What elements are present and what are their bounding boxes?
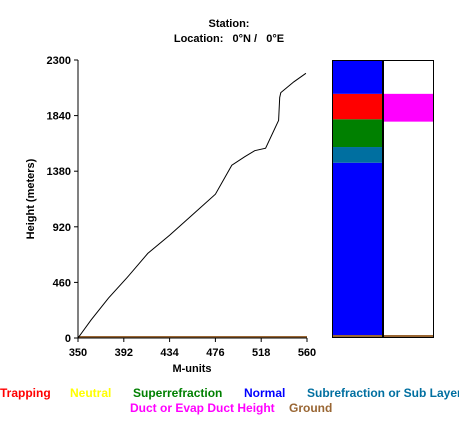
x-tick-label: 350 <box>69 347 87 359</box>
axes <box>77 60 307 339</box>
x-tick-label: 560 <box>298 347 316 359</box>
legend: Trapping Neutral Superrefraction Normal Subr… <box>0 386 459 415</box>
legend-item: Subrefraction or Sub Layer <box>307 386 459 400</box>
bar-segment-normal <box>332 60 383 94</box>
y-axis-title: Height (meters) <box>25 158 37 239</box>
y-tick-label: 920 <box>53 222 71 234</box>
legend-item: Neutral <box>70 386 111 400</box>
y-tick-label: 0 <box>65 333 71 345</box>
layer-bars <box>332 60 434 338</box>
y-tick-label: 1380 <box>47 166 71 178</box>
location-label: Location: 0°N / 0°E <box>174 33 284 45</box>
bar-duct-outline <box>383 60 434 338</box>
y-tick-label: 460 <box>53 277 71 289</box>
bar-segment-normal <box>332 162 383 338</box>
x-tick-label: 518 <box>252 347 270 359</box>
y-tick-label: 2300 <box>47 55 71 67</box>
legend-item: Ground <box>289 401 332 415</box>
x-tick-label: 392 <box>115 347 133 359</box>
x-tick-label: 476 <box>206 347 224 359</box>
legend-item: Trapping <box>0 386 51 400</box>
profile-line <box>77 72 307 339</box>
x-tick-label: 434 <box>160 347 179 359</box>
bar-ground-strip <box>383 335 434 338</box>
bar-segment-superrefraction <box>332 119 383 148</box>
x-axis-title: M-units <box>172 363 211 375</box>
bar-segment-duct-height <box>383 93 434 122</box>
bar-segment-trapping <box>332 93 383 120</box>
m-unit-profile <box>77 72 307 339</box>
legend-item: Normal <box>244 386 285 400</box>
legend-item: Superrefraction <box>133 386 222 400</box>
station-label: Station: <box>209 18 250 30</box>
bar-segment-subrefraction <box>332 147 383 163</box>
bar-ground-strip <box>332 335 383 338</box>
legend-item: Duct or Evap Duct Height <box>130 401 275 415</box>
y-tick-label: 1840 <box>47 111 71 123</box>
x-axis-ticks: 350 392 434 476 518 560 <box>69 338 316 359</box>
bar-refractivity-outline <box>332 60 383 338</box>
y-axis-ticks: 0 460 920 1380 1840 2300 <box>47 55 78 345</box>
